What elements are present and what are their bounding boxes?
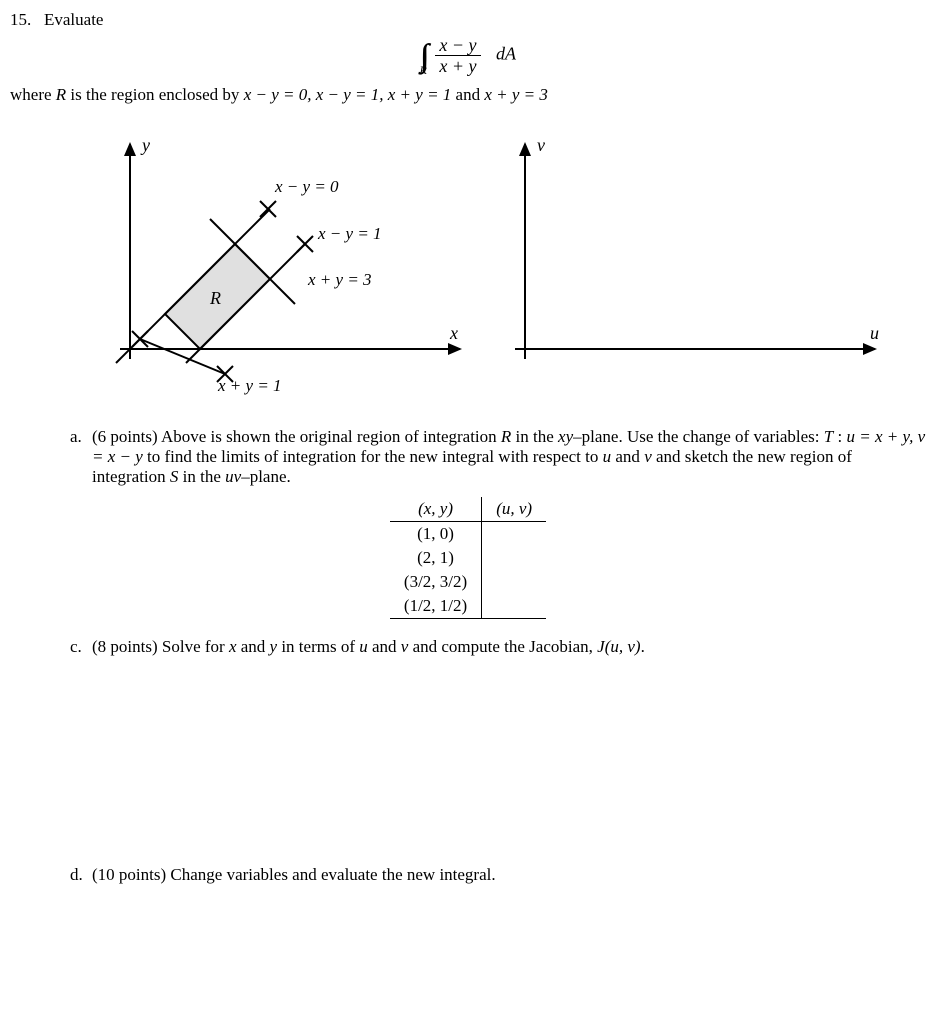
- where-and: and: [451, 85, 484, 104]
- table-header-uv: (u, v): [482, 497, 546, 522]
- page: 15. Evaluate ∫∫R x − y x + y dA where R …: [0, 0, 936, 933]
- table-row: (1/2, 1/2): [390, 594, 482, 619]
- integral-display: ∫∫R x − y x + y dA: [10, 36, 926, 75]
- part-a-points: (6 points): [92, 427, 158, 446]
- th-xy: (x, y): [418, 499, 453, 518]
- part-c: c. (8 points) Solve for x and y in terms…: [70, 637, 926, 657]
- where-mid: is the region enclosed by: [66, 85, 244, 104]
- part-a: a. (6 points) Above is shown the origina…: [70, 427, 926, 487]
- figure-xy-plane: y x R x − y = 0 x − y = 1 x + y = 3 x + …: [70, 129, 470, 409]
- table-row: (1, 0): [390, 522, 482, 547]
- pa-t7: –plane.: [241, 467, 291, 486]
- differential: dA: [496, 44, 516, 64]
- pa-t6: in the: [178, 467, 225, 486]
- part-a-label: a.: [70, 427, 92, 447]
- table-header-xy: (x, y): [390, 497, 482, 522]
- table-cell-empty: [482, 570, 546, 594]
- pc-t3: and compute the Jacobian,: [408, 637, 597, 656]
- problem-verb: Evaluate: [44, 10, 103, 29]
- figures-row: y x R x − y = 0 x − y = 1 x + y = 3 x + …: [70, 129, 926, 409]
- region-R-label: R: [209, 288, 221, 308]
- table-cell-empty: [482, 594, 546, 619]
- part-d-body: (10 points) Change variables and evaluat…: [92, 865, 926, 885]
- th-uv: (u, v): [496, 499, 532, 518]
- part-c-body: (8 points) Solve for x and y in terms of…: [92, 637, 926, 657]
- pc-and: and: [236, 637, 269, 656]
- pa-t1: Above is shown the original region of in…: [158, 427, 501, 446]
- integrand-denominator: x + y: [435, 56, 480, 75]
- integral-region: R: [420, 63, 427, 77]
- table-cell-empty: [482, 522, 546, 547]
- pc-J: J(u, v): [597, 637, 640, 656]
- workspace-c: [10, 665, 926, 865]
- problem-number: 15.: [10, 10, 31, 29]
- pa-t4: to find the limits of integration for th…: [143, 447, 603, 466]
- coordinates-table: (x, y) (u, v) (1, 0) (2, 1) (3/2, 3/2) (…: [390, 497, 546, 619]
- pc-y: y: [270, 637, 278, 656]
- integrand-numerator: x − y: [435, 36, 480, 56]
- y-axis-label: y: [140, 135, 150, 155]
- part-d-label: d.: [70, 865, 92, 885]
- problem-header: 15. Evaluate: [10, 10, 926, 30]
- part-a-body: (6 points) Above is shown the original r…: [92, 427, 926, 487]
- v-axis-label: v: [537, 135, 545, 155]
- bounds-1: x − y = 0, x − y = 1, x + y = 1: [244, 85, 452, 104]
- pa-t3: –plane. Use the change of variables:: [573, 427, 824, 446]
- integrand-fraction: x − y x + y: [435, 36, 480, 75]
- bounds-2: x + y = 3: [484, 85, 548, 104]
- pd-text: Change variables and evaluate the new in…: [166, 865, 495, 884]
- pa-uv: uv: [225, 467, 241, 486]
- pa-u: u: [603, 447, 612, 466]
- table-row: (2, 1): [390, 546, 482, 570]
- label-xmy1: x − y = 1: [317, 224, 382, 243]
- part-c-points: (8 points): [92, 637, 158, 656]
- line-xpy1: [140, 339, 225, 374]
- pa-t2: in the: [511, 427, 558, 446]
- where-prefix: where: [10, 85, 56, 104]
- pa-T: T: [824, 427, 833, 446]
- pc-t2: in terms of: [277, 637, 359, 656]
- pa-colon: :: [833, 427, 846, 446]
- part-c-label: c.: [70, 637, 92, 657]
- pa-and: and: [611, 447, 644, 466]
- figure-uv-plane: v u: [470, 129, 890, 409]
- table-cell-empty: [482, 546, 546, 570]
- part-d: d. (10 points) Change variables and eval…: [70, 865, 926, 885]
- pa-R: R: [501, 427, 511, 446]
- region-description: where R is the region enclosed by x − y …: [10, 85, 926, 105]
- pa-xy: xy: [558, 427, 573, 446]
- part-d-points: (10 points): [92, 865, 166, 884]
- table-row: (3/2, 3/2): [390, 570, 482, 594]
- u-axis-label: u: [870, 323, 879, 343]
- x-axis-label: x: [449, 323, 458, 343]
- pc-dot: .: [641, 637, 645, 656]
- region-R: R: [56, 85, 66, 104]
- label-xmy0: x − y = 0: [274, 177, 339, 196]
- label-xpy1: x + y = 1: [217, 376, 282, 395]
- pc-t1: Solve for: [158, 637, 229, 656]
- pa-v: v: [644, 447, 652, 466]
- label-xpy3: x + y = 3: [307, 270, 372, 289]
- pc-u: u: [359, 637, 368, 656]
- pc-and2: and: [368, 637, 401, 656]
